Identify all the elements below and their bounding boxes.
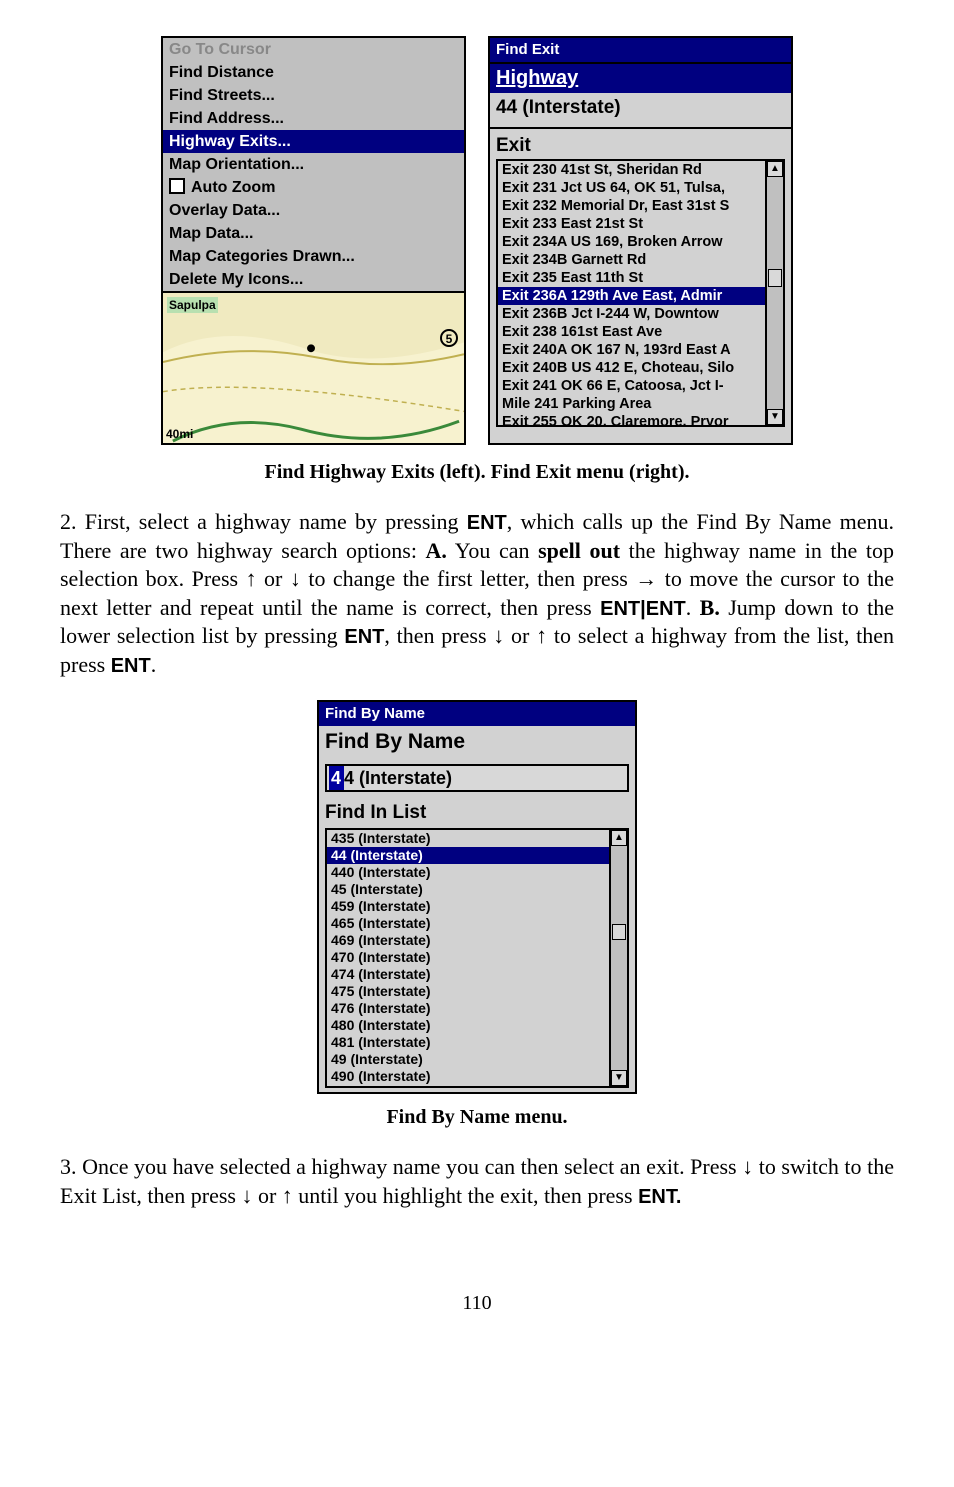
exit-listbox[interactable]: Exit 230 41st St, Sheridan RdExit 231 Jc… <box>496 159 785 427</box>
list-item[interactable]: 481 (Interstate) <box>327 1034 609 1051</box>
scroll-thumb[interactable] <box>612 924 626 940</box>
list-item[interactable]: 490 (Interstate) <box>327 1068 609 1085</box>
exit-heading: Exit <box>490 127 791 159</box>
list-item[interactable]: 459 (Interstate) <box>327 898 609 915</box>
list-item[interactable]: Exit 255 OK 20, Claremore, Pryor <box>498 413 765 427</box>
spell-out: spell out <box>538 538 620 563</box>
list-item[interactable]: 470 (Interstate) <box>327 949 609 966</box>
list-item[interactable]: 465 (Interstate) <box>327 915 609 932</box>
ent-ent: ENT|ENT <box>600 598 686 620</box>
map-marker: 5 <box>440 329 458 347</box>
menu-item[interactable]: Go To Cursor <box>163 38 464 61</box>
p2-a: 3. Once you have selected a highway name… <box>60 1154 894 1208</box>
fbn-cursor-char: 4 <box>329 766 344 790</box>
ent-key: ENT <box>467 512 507 534</box>
scroll-thumb[interactable] <box>768 269 782 287</box>
left-panel: Go To CursorFind DistanceFind Streets...… <box>161 36 466 445</box>
scroll-down-icon[interactable]: ▼ <box>767 409 783 425</box>
ent-key-3: ENT <box>111 655 151 677</box>
find-exit-panel: Find Exit Highway 44 (Interstate) Exit E… <box>488 36 793 445</box>
fbn-listbox[interactable]: 435 (Interstate)44 (Interstate)440 (Inte… <box>325 828 629 1088</box>
menu-item[interactable]: Overlay Data... <box>163 199 464 222</box>
page-number: 110 <box>60 1290 894 1317</box>
menu-item[interactable]: Map Data... <box>163 222 464 245</box>
list-item[interactable]: 440 (Interstate) <box>327 864 609 881</box>
map-scale: 40mi <box>166 427 193 441</box>
list-item[interactable]: Mile 241 Parking Area <box>498 395 765 413</box>
list-item[interactable]: Exit 241 OK 66 E, Catoosa, Jct I- <box>498 377 765 395</box>
menu-item[interactable]: Delete My Icons... <box>163 268 464 291</box>
scroll-up-icon[interactable]: ▲ <box>767 161 783 177</box>
ent-key-2: ENT <box>344 626 384 648</box>
fbn-input-rest: 4 (Interstate) <box>344 768 452 788</box>
menu-item[interactable]: Map Categories Drawn... <box>163 245 464 268</box>
opt-a: A. <box>426 538 447 563</box>
paragraph-2: 2. First, select a highway name by press… <box>60 508 894 680</box>
list-item[interactable]: 480 (Interstate) <box>327 1017 609 1034</box>
fbn-label: Find By Name <box>319 726 635 758</box>
menu-item[interactable]: Highway Exits... <box>163 130 464 153</box>
list-item[interactable]: Exit 234B Garnett Rd <box>498 251 765 269</box>
list-item[interactable]: Exit 234A US 169, Broken Arrow <box>498 233 765 251</box>
list-item[interactable]: 476 (Interstate) <box>327 1000 609 1017</box>
list-item[interactable]: Exit 238 161st East Ave <box>498 323 765 341</box>
scroll-up-icon[interactable]: ▲ <box>611 830 627 846</box>
list-item[interactable]: Exit 231 Jct US 64, OK 51, Tulsa, <box>498 179 765 197</box>
highway-heading: Highway <box>490 62 791 93</box>
figure2-row: Find By Name Find By Name 44 (Interstate… <box>60 700 894 1095</box>
menu-item[interactable]: Map Orientation... <box>163 153 464 176</box>
list-item[interactable]: 474 (Interstate) <box>327 966 609 983</box>
list-item[interactable]: 49 (Interstate) <box>327 1051 609 1068</box>
p1-c: You can <box>447 538 538 563</box>
fbn-titlebar: Find By Name <box>319 702 635 726</box>
paragraph-3: 3. Once you have selected a highway name… <box>60 1153 894 1210</box>
opt-b: B. <box>700 595 720 620</box>
fbn-findinlist: Find In List <box>319 798 635 828</box>
list-item[interactable]: 469 (Interstate) <box>327 932 609 949</box>
list-item[interactable]: Exit 232 Memorial Dr, East 31st S <box>498 197 765 215</box>
list-item[interactable]: Exit 230 41st St, Sheridan Rd <box>498 161 765 179</box>
list-item[interactable]: Exit 240A OK 167 N, 193rd East A <box>498 341 765 359</box>
menu-item[interactable]: Find Distance <box>163 61 464 84</box>
p1-e: . <box>686 595 700 620</box>
scroll-down-icon[interactable]: ▼ <box>611 1070 627 1086</box>
find-by-name-panel: Find By Name Find By Name 44 (Interstate… <box>317 700 637 1095</box>
list-item[interactable]: 44 (Interstate) <box>327 847 609 864</box>
list-item[interactable]: Exit 236B Jct I-244 W, Downtow <box>498 305 765 323</box>
figure2-caption: Find By Name menu. <box>60 1104 894 1131</box>
list-item[interactable]: Exit 236A 129th Ave East, Admir <box>498 287 765 305</box>
fbn-scrollbar[interactable]: ▲ ▼ <box>609 830 627 1086</box>
map-city-label: Sapulpa <box>167 297 218 313</box>
list-item[interactable]: Exit 233 East 21st St <box>498 215 765 233</box>
menu-item[interactable]: Find Streets... <box>163 84 464 107</box>
exit-scrollbar[interactable]: ▲ ▼ <box>765 161 783 425</box>
figure1-row: Go To CursorFind DistanceFind Streets...… <box>60 36 894 445</box>
menu-item[interactable]: Auto Zoom <box>163 176 464 199</box>
list-item[interactable]: 475 (Interstate) <box>327 983 609 1000</box>
ent-key-4: ENT. <box>638 1186 681 1208</box>
fbn-input[interactable]: 44 (Interstate) <box>325 764 629 792</box>
p1-a: 2. First, select a highway name by press… <box>60 509 467 534</box>
list-item[interactable]: 45 (Interstate) <box>327 881 609 898</box>
find-exit-title: Find Exit <box>490 38 791 62</box>
figure1-caption: Find Highway Exits (left). Find Exit men… <box>60 459 894 486</box>
map-preview: Sapulpa 40mi 5 <box>163 291 464 443</box>
menu-item[interactable]: Find Address... <box>163 107 464 130</box>
left-menu: Go To CursorFind DistanceFind Streets...… <box>163 38 464 291</box>
fbn-input-wrap: 44 (Interstate) <box>319 758 635 798</box>
list-item[interactable]: 435 (Interstate) <box>327 830 609 847</box>
list-item[interactable]: Exit 240B US 412 E, Choteau, Silo <box>498 359 765 377</box>
highway-value: 44 (Interstate) <box>490 93 791 127</box>
list-item[interactable]: Exit 235 East 11th St <box>498 269 765 287</box>
